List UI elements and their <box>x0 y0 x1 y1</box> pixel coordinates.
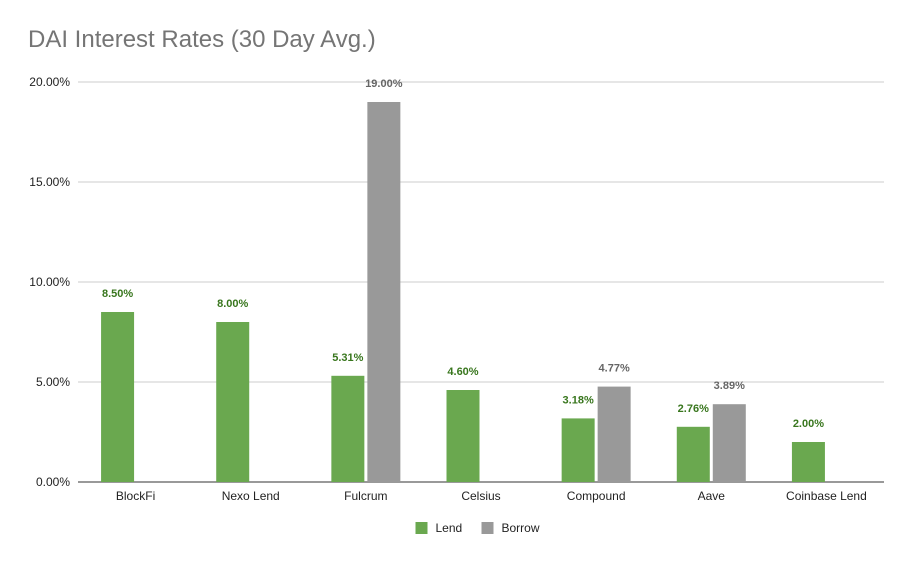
data-label: 4.60% <box>447 366 478 378</box>
x-tick-label: Nexo Lend <box>222 489 280 503</box>
x-tick-label: BlockFi <box>116 489 155 503</box>
data-label: 5.31% <box>332 352 363 364</box>
data-label: 8.00% <box>217 298 248 310</box>
y-tick-label: 10.00% <box>29 275 70 289</box>
bar-lend <box>561 418 595 482</box>
y-tick-label: 0.00% <box>36 475 70 489</box>
data-label: 3.89% <box>714 380 745 392</box>
data-label: 19.00% <box>365 78 403 90</box>
legend-label-lend: Lend <box>436 521 463 535</box>
bar-borrow <box>367 102 401 482</box>
y-tick-label: 20.00% <box>29 75 70 89</box>
bar-lend <box>791 442 825 482</box>
x-tick-label: Fulcrum <box>344 489 387 503</box>
data-label: 8.50% <box>102 288 133 300</box>
legend-swatch-lend <box>415 522 428 534</box>
chart-title: DAI Interest Rates (30 Day Avg.) <box>28 26 376 53</box>
bar-lend <box>331 375 365 482</box>
data-label: 3.18% <box>563 394 594 406</box>
legend-swatch-borrow <box>481 522 494 534</box>
data-label: 2.76% <box>678 403 709 415</box>
bar-lend <box>216 322 250 482</box>
x-tick-label: Coinbase Lend <box>786 489 867 503</box>
x-tick-label: Aave <box>698 489 726 503</box>
bar-borrow <box>712 404 746 482</box>
y-tick-label: 15.00% <box>29 175 70 189</box>
bar-borrow <box>597 386 631 482</box>
x-tick-label: Celsius <box>461 489 500 503</box>
data-label: 4.77% <box>599 363 630 375</box>
bar-lend <box>676 426 710 482</box>
bar-lend <box>446 390 480 482</box>
bar-lend <box>101 312 135 482</box>
y-tick-label: 5.00% <box>36 375 70 389</box>
data-label: 2.00% <box>793 418 824 430</box>
legend-label-borrow: Borrow <box>502 521 540 535</box>
x-tick-label: Compound <box>567 489 626 503</box>
